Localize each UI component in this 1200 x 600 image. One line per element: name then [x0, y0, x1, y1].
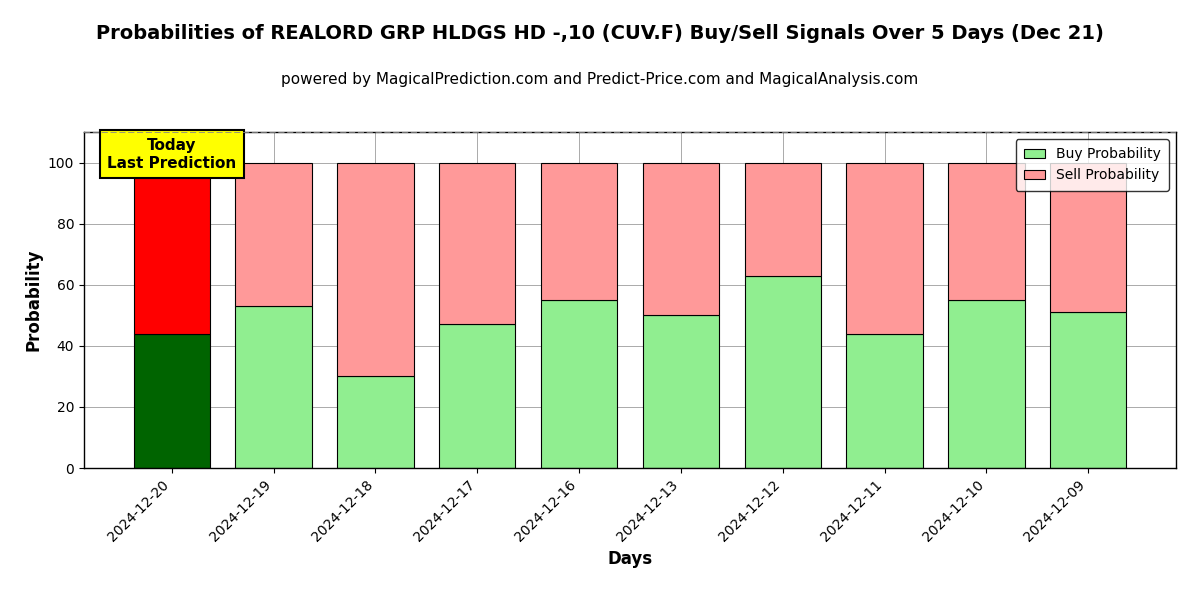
X-axis label: Days: Days	[607, 550, 653, 568]
Bar	[643, 163, 719, 315]
Legend: Buy Probability, Sell Probability: Buy Probability, Sell Probability	[1015, 139, 1169, 191]
Bar	[1050, 163, 1127, 312]
Bar	[337, 163, 414, 376]
Bar	[744, 275, 821, 468]
Bar	[133, 334, 210, 468]
Bar	[948, 300, 1025, 468]
Bar	[133, 163, 210, 334]
Bar	[235, 163, 312, 306]
Bar	[948, 163, 1025, 300]
Y-axis label: Probability: Probability	[24, 249, 42, 351]
Bar	[235, 306, 312, 468]
Text: powered by MagicalPrediction.com and Predict-Price.com and MagicalAnalysis.com: powered by MagicalPrediction.com and Pre…	[281, 72, 919, 87]
Bar	[541, 300, 617, 468]
Bar	[744, 163, 821, 275]
Bar	[439, 325, 516, 468]
Text: Probabilities of REALORD GRP HLDGS HD -,10 (CUV.F) Buy/Sell Signals Over 5 Days : Probabilities of REALORD GRP HLDGS HD -,…	[96, 24, 1104, 43]
Bar	[541, 163, 617, 300]
Bar	[846, 334, 923, 468]
Text: Today
Last Prediction: Today Last Prediction	[107, 138, 236, 170]
Bar	[1050, 312, 1127, 468]
Bar	[643, 315, 719, 468]
Bar	[337, 376, 414, 468]
Bar	[846, 163, 923, 334]
Bar	[439, 163, 516, 325]
